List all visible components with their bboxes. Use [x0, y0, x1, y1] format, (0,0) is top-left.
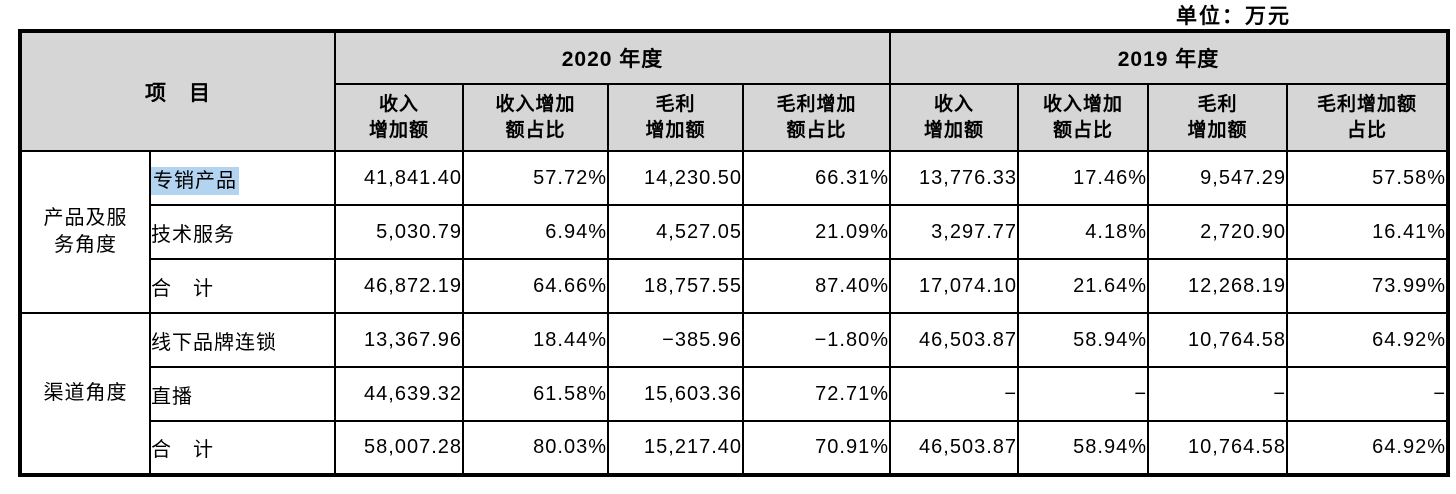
- value-cell: 58.94%: [1017, 312, 1149, 368]
- value-cell: 15,217.40: [607, 420, 744, 476]
- column-header-gross-profit-increase-ratio-2020: 毛利增加 额占比: [742, 83, 891, 152]
- row-label: 线下品牌连锁: [149, 312, 336, 368]
- value-cell: −: [1147, 366, 1288, 422]
- row-label: 技术服务: [149, 204, 336, 260]
- value-cell: 72.71%: [742, 366, 891, 422]
- value-cell: −: [889, 366, 1019, 422]
- value-cell: 80.03%: [462, 420, 609, 476]
- value-cell: −385.96: [607, 312, 744, 368]
- value-cell: 46,503.87: [889, 420, 1019, 476]
- value-cell: 73.99%: [1286, 258, 1449, 314]
- value-cell: 13,367.96: [334, 312, 464, 368]
- value-cell: 10,764.58: [1147, 312, 1288, 368]
- column-header-revenue-increase-2020: 收入 增加额: [334, 83, 464, 152]
- value-cell: 44,639.32: [334, 366, 464, 422]
- value-cell: 12,268.19: [1147, 258, 1288, 314]
- value-cell: 64.92%: [1286, 420, 1449, 476]
- value-cell: 58,007.28: [334, 420, 464, 476]
- value-cell: 64.66%: [462, 258, 609, 314]
- year-2020-header: 2020 年度: [334, 30, 891, 85]
- value-cell: 14,230.50: [607, 150, 744, 206]
- column-header-gross-profit-increase-2020: 毛利 增加额: [607, 83, 744, 152]
- row-group-channel-perspective: 渠道角度: [19, 312, 151, 476]
- value-cell: 4.18%: [1017, 204, 1149, 260]
- row-group-product-service-perspective: 产品及服 务角度: [19, 150, 151, 314]
- item-column-header: 项 目: [19, 30, 336, 152]
- value-cell: 18.44%: [462, 312, 609, 368]
- value-cell: −: [1017, 366, 1149, 422]
- column-header-gross-profit-increase-2019: 毛利 增加额: [1147, 83, 1288, 152]
- value-cell: 16.41%: [1286, 204, 1449, 260]
- row-label: 合 计: [149, 258, 336, 314]
- value-cell: −1.80%: [742, 312, 891, 368]
- column-header-gross-profit-increase-ratio-2019: 毛利增加额 占比: [1286, 83, 1449, 152]
- value-cell: 21.09%: [742, 204, 891, 260]
- unit-label: 单位：万元: [1176, 4, 1291, 28]
- value-cell: 9,547.29: [1147, 150, 1288, 206]
- value-cell: 3,297.77: [889, 204, 1019, 260]
- table-row-livestream: 直播 44,639.32 61.58% 15,603.36 72.71% − −…: [20, 366, 1449, 422]
- row-label: 直播: [149, 366, 336, 422]
- value-cell: 21.64%: [1017, 258, 1149, 314]
- value-cell: 87.40%: [742, 258, 891, 314]
- value-cell: 57.58%: [1286, 150, 1449, 206]
- value-cell: 6.94%: [462, 204, 609, 260]
- value-cell: 70.91%: [742, 420, 891, 476]
- value-cell: 15,603.36: [607, 366, 744, 422]
- column-header-revenue-increase-ratio-2019: 收入增加 额占比: [1017, 83, 1149, 152]
- column-header-revenue-increase-ratio-2020: 收入增加 额占比: [462, 83, 609, 152]
- value-cell: 2,720.90: [1147, 204, 1288, 260]
- value-cell: 41,841.40: [334, 150, 464, 206]
- value-cell: 4,527.05: [607, 204, 744, 260]
- column-header-revenue-increase-2019: 收入 增加额: [889, 83, 1019, 152]
- value-cell: 66.31%: [742, 150, 891, 206]
- highlighted-text: 专销产品: [152, 166, 239, 195]
- value-cell: 64.92%: [1286, 312, 1449, 368]
- value-cell: 17.46%: [1017, 150, 1149, 206]
- table-row-subtotal-product-service: 合 计 46,872.19 64.66% 18,757.55 87.40% 17…: [20, 258, 1449, 314]
- value-cell: 57.72%: [462, 150, 609, 206]
- value-cell: 46,503.87: [889, 312, 1019, 368]
- year-2019-header: 2019 年度: [889, 30, 1449, 85]
- table-row-offline-brand-chain: 渠道角度 线下品牌连锁 13,367.96 18.44% −385.96 −1.…: [19, 312, 1449, 476]
- value-cell: 61.58%: [462, 366, 609, 422]
- value-cell: 10,764.58: [1147, 420, 1288, 476]
- value-cell: 13,776.33: [889, 150, 1019, 206]
- value-cell: 58.94%: [1017, 420, 1149, 476]
- table-row-subtotal-channel: 合 计 58,007.28 80.03% 15,217.40 70.91% 46…: [20, 420, 1449, 476]
- row-label: 合 计: [149, 420, 336, 476]
- table-row-exclusive-products: 产品及服 务角度 专销产品 41,841.40 57.72% 14,230.50…: [19, 150, 1449, 314]
- financial-comparison-table: 项 目 2020 年度 2019 年度 收入 增加额 收入增加 额占比 毛利 增加额 …: [18, 29, 1450, 477]
- value-cell: 46,872.19: [334, 258, 464, 314]
- value-cell: 17,074.10: [889, 258, 1019, 314]
- value-cell: 5,030.79: [334, 204, 464, 260]
- value-cell: 18,757.55: [607, 258, 744, 314]
- table-row-technical-services: 技术服务 5,030.79 6.94% 4,527.05 21.09% 3,29…: [20, 204, 1449, 260]
- value-cell: −: [1286, 366, 1449, 422]
- row-label: 专销产品: [149, 150, 336, 206]
